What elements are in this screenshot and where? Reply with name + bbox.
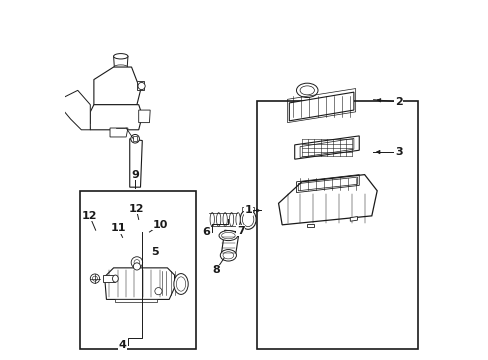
Polygon shape [349,217,357,221]
Bar [80,191,196,348]
Polygon shape [289,92,353,121]
Polygon shape [88,105,142,130]
Polygon shape [115,300,156,302]
Ellipse shape [220,249,236,261]
Text: 5: 5 [151,247,158,257]
Text: 11: 11 [110,224,126,233]
Polygon shape [242,207,254,211]
Polygon shape [104,268,174,300]
Text: 6: 6 [202,227,210,237]
Circle shape [92,276,97,281]
Text: 7: 7 [237,226,244,236]
Ellipse shape [223,213,227,226]
Polygon shape [113,56,128,67]
Polygon shape [137,81,144,90]
Polygon shape [221,230,239,255]
Polygon shape [94,67,140,105]
Text: 1: 1 [244,206,251,216]
Circle shape [133,263,140,270]
Circle shape [90,274,100,283]
Ellipse shape [240,210,256,229]
Polygon shape [129,139,142,187]
Ellipse shape [296,83,317,98]
Ellipse shape [229,213,233,226]
Ellipse shape [113,54,128,59]
Text: 12: 12 [81,211,97,221]
Polygon shape [294,136,359,159]
Circle shape [134,260,140,265]
Text: 9: 9 [131,170,139,180]
Circle shape [131,134,139,143]
Ellipse shape [242,212,253,226]
Ellipse shape [210,213,214,226]
Ellipse shape [235,213,240,226]
Text: 8: 8 [211,265,219,275]
Polygon shape [102,275,115,282]
Text: 3: 3 [394,147,402,157]
Circle shape [131,257,142,268]
Text: 2: 2 [394,97,402,107]
Ellipse shape [216,213,221,226]
Ellipse shape [112,275,118,282]
Polygon shape [278,175,376,225]
Ellipse shape [223,252,233,259]
Bar [257,101,418,348]
Polygon shape [61,90,90,130]
Ellipse shape [221,232,235,239]
Circle shape [138,82,145,90]
Ellipse shape [300,86,314,95]
Ellipse shape [114,65,127,69]
Ellipse shape [176,277,185,291]
Text: 4: 4 [119,340,126,350]
Polygon shape [139,110,150,123]
Polygon shape [110,128,128,137]
Ellipse shape [174,274,188,294]
Text: 10: 10 [152,220,167,230]
Circle shape [155,288,162,295]
Text: 12: 12 [128,204,143,214]
Ellipse shape [219,230,237,240]
Polygon shape [306,224,314,227]
Polygon shape [81,112,90,123]
